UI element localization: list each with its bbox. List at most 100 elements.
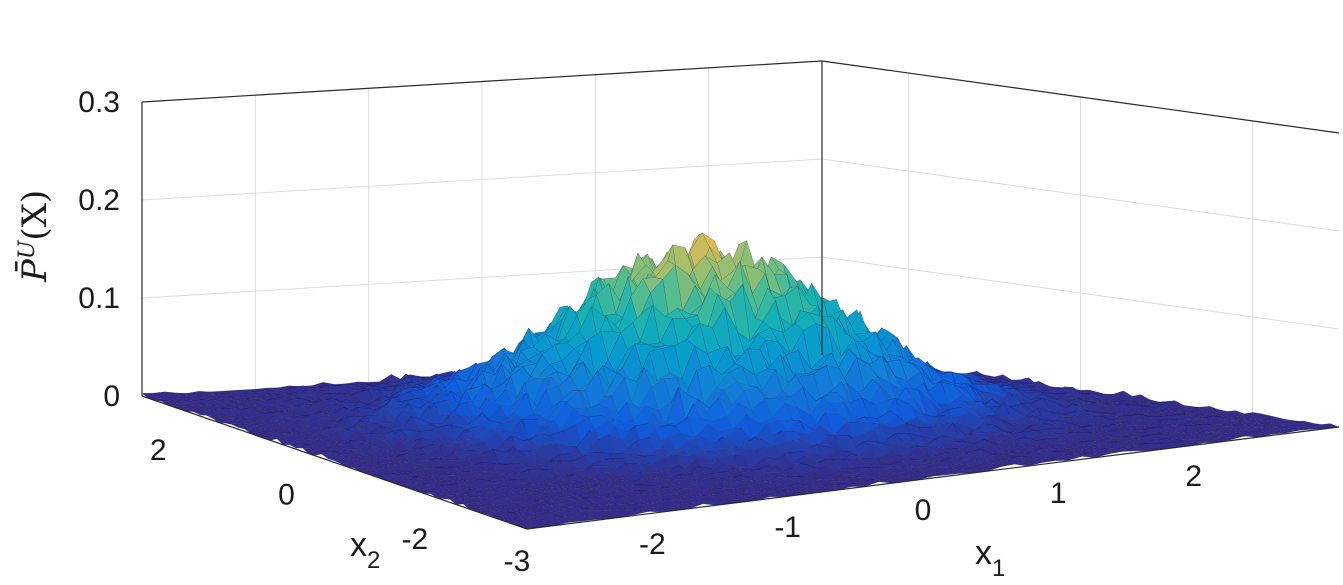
- surface-patch: [653, 477, 674, 483]
- surface-patch: [276, 438, 296, 446]
- surface-mesh: [141, 232, 1340, 530]
- surface-patch: [1212, 424, 1235, 427]
- surface-patch: [375, 403, 395, 410]
- surface-patch: [382, 438, 403, 447]
- surface-patch: [529, 354, 550, 379]
- surface-patch: [1202, 430, 1225, 433]
- surface-patch: [369, 385, 389, 390]
- surface-patch: [321, 453, 342, 460]
- surface-patch: [1077, 393, 1100, 399]
- surface-patch: [310, 426, 330, 429]
- surface-patch: [923, 467, 946, 474]
- surface-patch: [1282, 420, 1305, 424]
- x2-tick-label: 0: [278, 479, 295, 512]
- surface-patch: [864, 479, 886, 482]
- surface-patch: [764, 397, 786, 419]
- surface-patch: [686, 322, 708, 354]
- z-tick-label: 0.2: [78, 184, 120, 217]
- surface-patch: [467, 462, 489, 472]
- surface-patch: [1294, 425, 1317, 429]
- surface-patch: [699, 473, 721, 479]
- z-tick-label: 0: [103, 380, 120, 413]
- surface-patch: [630, 278, 651, 322]
- surface-patch: [646, 475, 667, 481]
- surface-patch: [920, 435, 943, 445]
- surface-patch: [804, 455, 826, 468]
- surface-patch: [1084, 435, 1107, 441]
- surface-patch: [1179, 412, 1201, 415]
- surface-patch: [385, 381, 405, 387]
- surface-patch: [815, 392, 837, 402]
- x2-axis-label: x2: [350, 526, 380, 574]
- surface-patch: [1002, 436, 1024, 444]
- surface-patch: [992, 463, 1015, 468]
- surface-patch: [1101, 415, 1123, 425]
- surface-patch: [536, 364, 557, 380]
- surface-patch: [297, 419, 317, 427]
- surface-patch: [435, 458, 456, 466]
- surface-patch: [232, 389, 251, 392]
- surface-patch: [317, 426, 337, 430]
- surface-patch: [1043, 393, 1065, 404]
- surface-patch: [226, 405, 245, 409]
- surface-patch: [1113, 436, 1137, 443]
- surface-patch: [313, 441, 333, 447]
- surface-patch: [815, 476, 837, 480]
- surface-patch: [652, 304, 673, 344]
- surface-patch: [1064, 393, 1086, 399]
- surface-patch: [996, 455, 1018, 461]
- surface-patch: [1073, 452, 1096, 458]
- surface-patch: [964, 401, 987, 417]
- surface-patch: [1017, 440, 1040, 449]
- surface-patch: [1102, 429, 1126, 437]
- surface-patch: [1006, 462, 1028, 467]
- surface-patch: [1192, 411, 1214, 415]
- surface-patch: [1028, 448, 1051, 454]
- surface-patch: [281, 432, 301, 435]
- surface-patch: [891, 450, 913, 460]
- surface-patch: [238, 425, 257, 430]
- surface-patch: [854, 467, 877, 475]
- surface-patch: [729, 366, 750, 387]
- surface-patch: [1220, 425, 1243, 430]
- surface-patch: [779, 467, 802, 478]
- surface-patch: [1056, 422, 1080, 430]
- surface-patch: [778, 462, 801, 472]
- surface-patch: [793, 373, 814, 377]
- surface-patch: [394, 436, 414, 441]
- surface-patch: [800, 373, 822, 402]
- x1-tick-label: -2: [639, 528, 666, 561]
- surface-patch: [1056, 392, 1078, 397]
- surface-patch: [1164, 418, 1188, 425]
- surface-patch: [677, 307, 698, 320]
- surface-patch: [1071, 414, 1094, 423]
- surface-patch: [283, 441, 303, 446]
- surface-patch: [991, 424, 1014, 435]
- surface-patch: [718, 397, 740, 418]
- surface-patch: [224, 418, 243, 421]
- surface-patch: [755, 436, 776, 449]
- grid-line: [141, 158, 1340, 232]
- surface-patch: [1121, 427, 1143, 431]
- surface-patch: [1164, 426, 1186, 432]
- surface-patch: [738, 469, 760, 477]
- surface-patch: [336, 429, 357, 440]
- surface-patch: [979, 466, 1001, 472]
- surface-patch: [318, 437, 339, 443]
- surface-patch: [1060, 456, 1082, 461]
- surface-patch: [1167, 432, 1190, 435]
- surface-patch: [1221, 418, 1244, 421]
- surface-patch: [674, 264, 696, 312]
- x2-tick-label: 2: [150, 434, 167, 467]
- surface-patch: [377, 458, 399, 464]
- surface-patch: [607, 332, 628, 374]
- surface-patch: [700, 418, 721, 432]
- surface-patch: [1020, 430, 1043, 440]
- surface-patch: [204, 409, 224, 416]
- surface-patch: [996, 440, 1019, 449]
- surface-patch: [177, 396, 197, 402]
- surface-patch: [607, 420, 629, 432]
- surface-patch: [736, 381, 758, 391]
- surface-patch: [441, 377, 462, 394]
